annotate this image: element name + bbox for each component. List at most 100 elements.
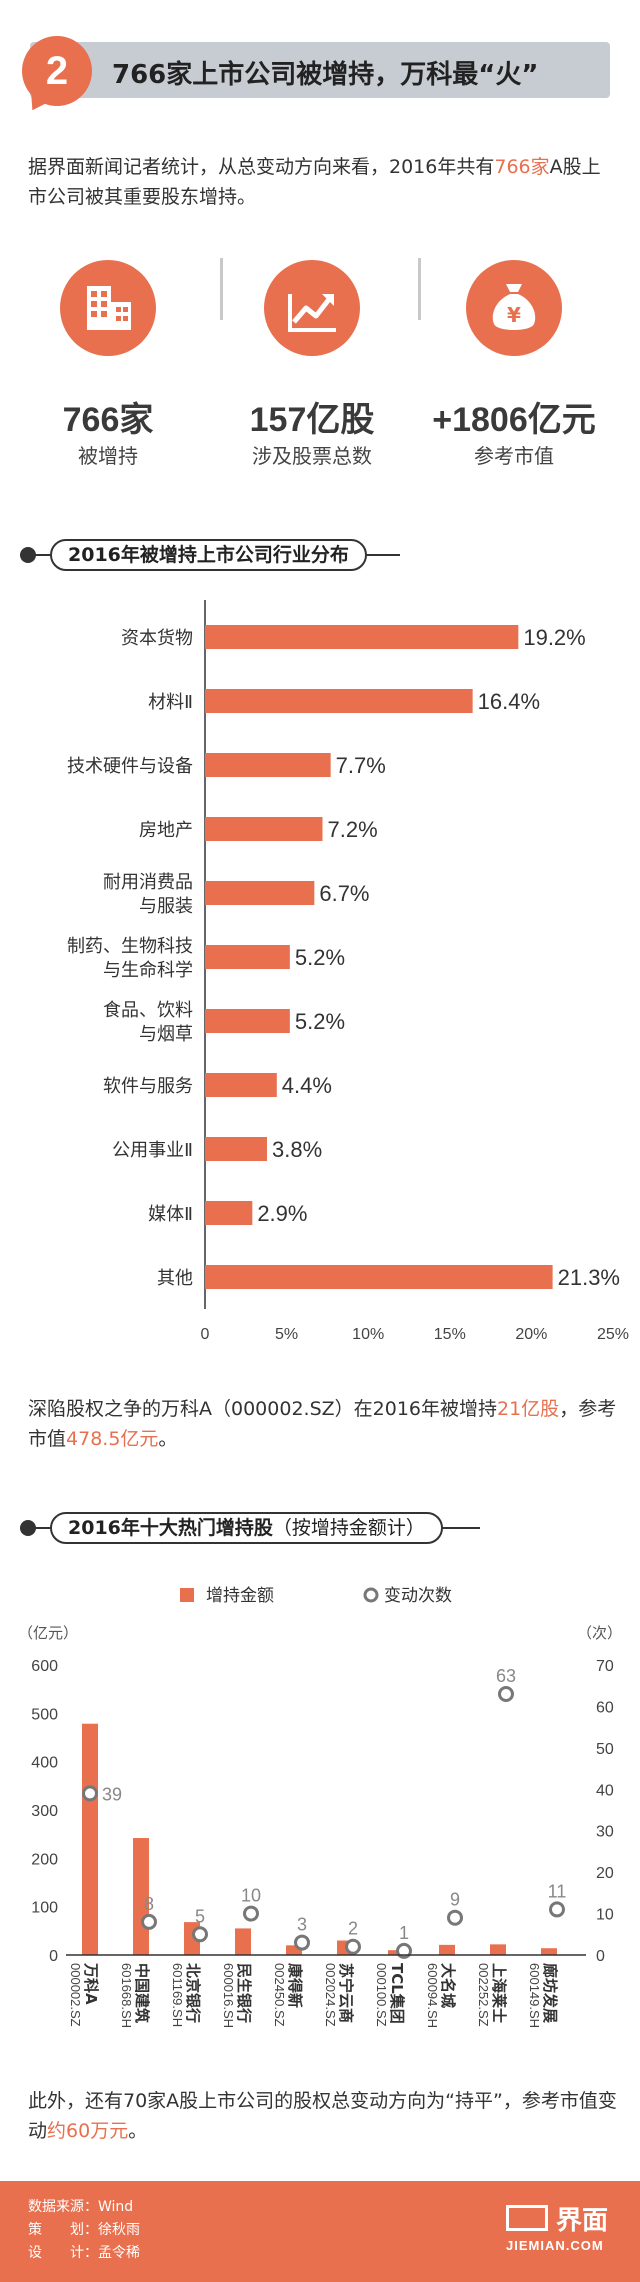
industry-distribution-chart: 19.2% 资本货物 16.4% 材料Ⅱ 7.7% 技术硬件与设备 7.2% 房地产 6.7% 耐… [67,600,629,1343]
jiemian-logo-sub: JIEMIAN.COM [506,2238,604,2253]
point-label: 63 [496,1666,516,1686]
bar [205,753,331,777]
category-label: 中国建筑 [133,1963,151,2023]
point [345,1938,361,1955]
legend-label: 增持金额 [206,1586,274,1606]
x-tick-label: 15% [434,1326,466,1343]
section-title-industry: 2016年被增持上市公司行业分布 [50,539,367,571]
point [243,1905,259,1922]
category-label: 软件与服务 [103,1076,193,1097]
data-label: 19.2% [523,625,585,650]
section-number-badge: 2 [22,36,92,106]
data-label: 6.7% [319,881,369,906]
point-label: 5 [195,1906,205,1926]
planner-value: 徐秋雨 [98,2222,140,2238]
category-label: 万科A [82,1962,100,2005]
category-label: 与生命科学 [103,960,193,981]
vanke-paragraph: 深陷股权之争的万科A（000002.SZ）在2016年被增持21亿股，参考市值4… [28,1394,618,1454]
x-tick-label: 25% [597,1326,629,1343]
footer-designer: 设 计：孟令稀 [28,2242,140,2262]
legend-label: 变动次数 [384,1586,452,1606]
bar [205,881,315,905]
closing-paragraph: 此外，还有70家A股上市公司的股权总变动方向为“持平”，参考市值变动约60万元。 [28,2086,618,2146]
stat-value-companies: 766家 [62,401,154,439]
stat-label-companies: 被增持 [78,444,138,468]
data-label: 16.4% [478,689,540,714]
intro-highlight: 766家 [494,156,550,178]
point-label: 8 [144,1894,154,1914]
header-banner [30,42,610,98]
category-label: 耐用消费品 [103,872,193,893]
bar [205,689,473,713]
category-label: 北京银行 [184,1963,202,2023]
bar [205,945,290,969]
vanke-highlight-value: 478.5亿元 [66,1428,159,1450]
bar [205,1201,253,1225]
right-tick-label: 30 [596,1824,614,1841]
jiemian-logo-text: 界面 [556,2206,609,2236]
point-label: 2 [348,1919,358,1939]
bar [205,1265,553,1289]
category-code: 600149.SH [527,1963,542,2028]
category-label: 其他 [157,1268,193,1289]
bar [235,1928,251,1955]
x-tick-label: 0 [201,1326,210,1343]
left-tick-label: 300 [31,1803,58,1820]
category-label: 大名城 [439,1963,457,2008]
right-tick-label: 0 [596,1948,605,1965]
left-tick-label: 600 [31,1658,58,1675]
bar [286,1945,302,1955]
data-label: 7.2% [328,817,378,842]
data-label: 5.2% [295,945,345,970]
point-label: 10 [241,1886,261,1906]
data-label: 4.4% [282,1073,332,1098]
category-label: 材料Ⅱ [148,692,193,713]
bar [205,625,519,649]
footer-source: 数据来源：Wind [28,2196,133,2216]
category-code: 600016.SH [221,1963,236,2028]
x-tick-label: 20% [515,1326,547,1343]
right-tick-label: 70 [596,1658,614,1675]
section-title-top10: 2016年十大热门增持股（按增持金额计） [50,1512,443,1544]
section2-title-text: 2016年十大热门增持股 [68,1517,273,1539]
point-label: 39 [102,1784,122,1804]
category-label: 资本货物 [121,628,193,649]
category-code: 600094.SH [425,1963,440,2028]
category-code: 002450.SZ [272,1963,287,2027]
x-tick-label: 5% [275,1326,298,1343]
point [141,1913,157,1930]
category-label: 制药、生物科技 [67,936,193,957]
vanke-highlight-shares: 21亿股 [497,1398,560,1420]
bar [490,1944,506,1955]
category-code: 002252.SZ [476,1963,491,2027]
data-label: 5.2% [295,1009,345,1034]
footer-planner: 策 划：徐秋雨 [28,2219,140,2239]
bar [205,817,323,841]
point [549,1901,565,1918]
point [498,1686,514,1702]
section-bullet [20,547,36,563]
section2-subtitle-text: （按增持金额计） [272,1517,425,1539]
designer-label: 设 计： [28,2245,98,2261]
right-axis-unit: （次） [577,1624,622,1642]
data-label: 3.8% [272,1137,322,1162]
point-label: 1 [399,1923,409,1943]
category-code: 601668.SH [119,1963,134,2028]
footer [0,2181,640,2282]
point [82,1785,98,1802]
bar [541,1948,557,1955]
closing-text-2: 。 [128,2120,148,2142]
closing-text-1: 此外，还有70家A股上市公司的股权总变动方向为“持平”，参考市值变动 [28,2090,617,2142]
bar [205,1009,290,1033]
point [294,1934,310,1951]
page-title: 766家上市公司被增持，万科最“火” [112,60,539,90]
category-code: 002024.SZ [323,1963,338,2027]
intro-paragraph: 据界面新闻记者统计，从总变动方向来看，2016年共有766家A股上市公司被其重要… [28,152,618,212]
money-bag-icon: ¥ [466,260,562,356]
legend-swatch-bar [180,1588,194,1602]
category-label: 廊坊发展 [541,1963,559,2023]
vanke-text-3: 。 [158,1428,178,1450]
left-tick-label: 500 [31,1706,58,1723]
stat-value-market: +1806亿元 [432,401,596,439]
vanke-text-2: ，参考市值 [28,1398,617,1450]
